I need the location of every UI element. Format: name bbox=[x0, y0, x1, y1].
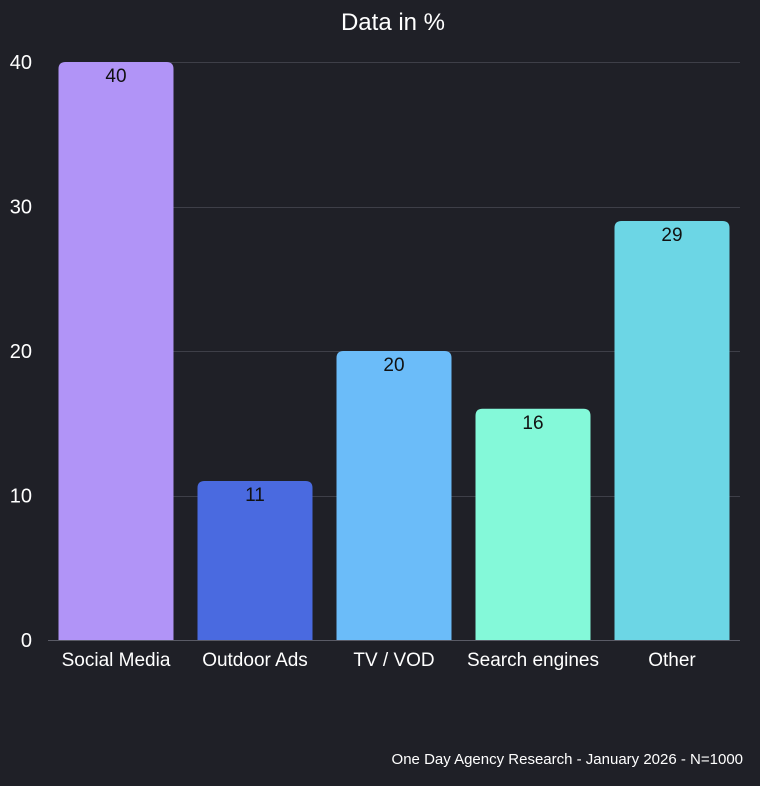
bar-tv-vod bbox=[336, 351, 452, 640]
source-note: One Day Agency Research - January 2026 -… bbox=[392, 751, 743, 768]
value-label: 29 bbox=[661, 225, 682, 246]
x-tick-label: TV / VOD bbox=[353, 650, 434, 671]
y-tick-label: 40 bbox=[10, 52, 32, 74]
x-tick-label: Outdoor Ads bbox=[202, 650, 308, 671]
y-tick-label: 10 bbox=[10, 486, 32, 508]
bar-search-engines bbox=[475, 408, 591, 640]
chart-title: Data in % bbox=[341, 9, 445, 36]
y-tick-label: 20 bbox=[10, 341, 32, 363]
x-tick-label: Other bbox=[648, 650, 696, 671]
y-axis-ticks: 0 10 20 30 40 bbox=[10, 52, 32, 652]
value-label: 20 bbox=[383, 355, 404, 376]
bar-social-media bbox=[58, 62, 174, 640]
bar-outdoor-ads bbox=[197, 481, 313, 640]
y-tick-label: 0 bbox=[21, 630, 32, 652]
y-tick-label: 30 bbox=[10, 197, 32, 219]
x-tick-label: Search engines bbox=[467, 650, 599, 671]
value-label: 11 bbox=[245, 485, 265, 506]
bars bbox=[58, 62, 730, 640]
bar-other bbox=[614, 220, 730, 640]
x-tick-label: Social Media bbox=[62, 650, 171, 671]
x-axis-labels: Social Media Outdoor Ads TV / VOD Search en… bbox=[62, 650, 697, 671]
value-label: 16 bbox=[522, 413, 543, 434]
value-labels: 40 11 20 16 29 bbox=[105, 66, 682, 506]
value-label: 40 bbox=[105, 66, 126, 87]
